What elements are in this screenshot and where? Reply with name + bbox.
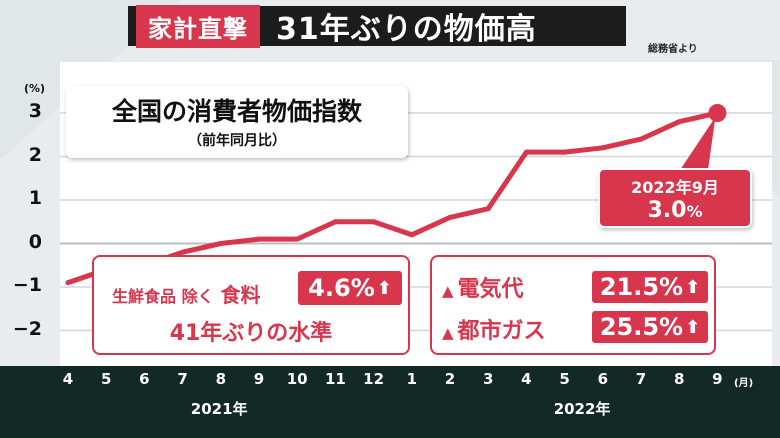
data-point <box>676 119 682 125</box>
energy-note-box: ▲ 電気代 21.5% ⬆ ▲ 都市ガス 25.5% ⬆ <box>430 255 716 355</box>
food-note-sub: 41年ぶりの水準 <box>169 321 333 346</box>
y-tick-label: 1 <box>28 187 42 209</box>
food-label-qualifier: 生鮮食品 除く <box>112 287 214 306</box>
triangle-icon: ▲ <box>442 324 454 342</box>
callout-date: 2022年9月 <box>631 178 719 197</box>
y-axis-unit: (%) <box>24 82 46 95</box>
energy-row-city-gas: ▲ 都市ガス <box>442 313 546 345</box>
latest-value-callout: 2022年9月 3.0% <box>598 168 752 228</box>
x-tick-label: 6 <box>597 370 609 388</box>
chart-title-box: 全国の消費者物価指数 （前年同月比） <box>66 86 408 158</box>
food-label: 生鮮食品 除く 食料 <box>112 279 261 308</box>
triangle-icon: ▲ <box>442 282 454 300</box>
energy-row-electricity: ▲ 電気代 <box>442 271 524 303</box>
y-tick-label: 0 <box>28 230 42 253</box>
x-tick-label: 5 <box>100 370 112 388</box>
city-gas-value-badge: 25.5% ⬆ <box>592 311 708 343</box>
callout-value: 3.0% <box>600 198 750 223</box>
data-point <box>409 232 415 238</box>
data-point <box>294 236 300 242</box>
data-point <box>256 236 262 242</box>
electricity-value-badge: 21.5% ⬆ <box>592 271 708 303</box>
year-label: 2022年 <box>553 400 611 418</box>
food-value: 4.6% <box>308 274 375 302</box>
up-arrow-icon: ⬆ <box>685 276 701 298</box>
data-point <box>638 136 644 142</box>
data-point <box>65 280 71 286</box>
year-label: 2021年 <box>190 400 248 418</box>
headline-tag: 家計直撃 <box>136 4 260 48</box>
source-label: 総務省より <box>648 44 698 55</box>
callout-number: 3.0 <box>647 198 687 223</box>
x-tick-label: 8 <box>215 370 227 388</box>
data-point <box>485 206 491 212</box>
y-tick-label: 2 <box>28 143 42 166</box>
food-label-main: 食料 <box>220 283 261 307</box>
chart-title: 全国の消費者物価指数 <box>111 97 362 126</box>
x-tick-label: 10 <box>286 370 308 388</box>
food-value-badge: 4.6% ⬆ <box>298 271 402 305</box>
energy-label: 都市ガス <box>457 319 546 344</box>
data-point <box>562 149 568 155</box>
x-tick-label: 12 <box>363 370 385 388</box>
headline-text: 31年ぶりの物価高 <box>276 12 537 47</box>
x-tick-label: 9 <box>253 370 265 388</box>
x-tick-label: 7 <box>635 370 647 388</box>
electricity-value: 21.5% <box>599 273 684 301</box>
city-gas-value: 25.5% <box>599 313 684 341</box>
x-tick-label: 11 <box>324 370 346 388</box>
x-axis-band <box>0 366 780 438</box>
up-arrow-icon: ⬆ <box>376 277 392 299</box>
x-tick-label: 1 <box>406 370 418 388</box>
x-tick-label: 2 <box>444 370 456 388</box>
data-point <box>218 241 224 246</box>
x-tick-label: 4 <box>62 370 74 388</box>
x-tick-label: 6 <box>139 370 150 388</box>
headline-banner: 家計直撃 31年ぶりの物価高 <box>128 4 626 48</box>
y-tick-label: −2 <box>12 317 42 340</box>
data-point <box>332 219 338 225</box>
x-tick-label: 7 <box>177 370 188 388</box>
x-axis-unit: (月) <box>734 378 754 389</box>
chart-subtitle: （前年同月比） <box>188 133 286 149</box>
energy-label: 電気代 <box>457 277 524 302</box>
data-point <box>523 149 529 155</box>
x-tick-label: 3 <box>482 370 494 388</box>
x-tick-label: 5 <box>559 370 570 388</box>
cpi-series-line <box>65 110 720 286</box>
callout-pointer <box>680 117 716 170</box>
x-tick-label: 9 <box>712 370 723 388</box>
food-note-box: 生鮮食品 除く 食料 4.6% ⬆ 41年ぶりの水準 <box>92 255 410 355</box>
data-point <box>447 214 453 220</box>
y-tick-label: 3 <box>28 100 42 122</box>
up-arrow-icon: ⬆ <box>685 316 701 338</box>
y-tick-label: −1 <box>12 274 42 296</box>
callout-unit: % <box>686 202 703 221</box>
x-tick-label: 4 <box>521 370 532 388</box>
highlight-point <box>708 104 727 122</box>
data-point <box>600 145 606 151</box>
x-tick-label: 8 <box>673 370 685 388</box>
data-point <box>371 219 377 225</box>
data-point <box>180 249 186 255</box>
